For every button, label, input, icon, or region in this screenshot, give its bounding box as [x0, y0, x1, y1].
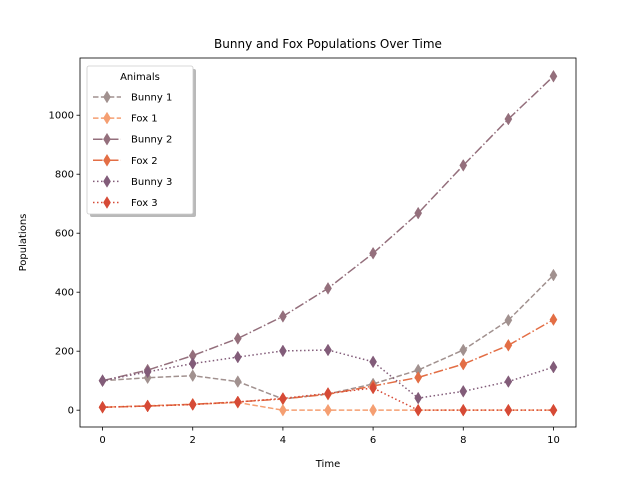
data-point [504, 375, 513, 388]
data-point [233, 395, 242, 409]
data-point [459, 384, 468, 398]
x-axis: 0 2 4 6 8 10 [99, 427, 560, 446]
legend-items: Bunny 1 Fox 1 Bunny 2 Fox 2 Bunny 3 Fox 3 [93, 90, 172, 209]
legend-item: Fox 3 [93, 196, 158, 209]
legend-item: Bunny 1 [93, 90, 172, 104]
y-tick-label: 0 [68, 406, 74, 417]
legend-marker [103, 111, 111, 125]
legend-item: Bunny 3 [93, 175, 172, 188]
series-line [102, 349, 554, 399]
data-point [279, 344, 287, 358]
legend: Animals Bunny 1 Fox 1 Bunny 2 Fox 2 Bunny 3 F… [86, 65, 196, 217]
data-point [279, 392, 287, 405]
x-tick-label: 10 [547, 435, 560, 446]
data-point [459, 403, 468, 417]
data-point [188, 357, 197, 370]
data-point [549, 268, 558, 282]
data-point [414, 403, 423, 417]
chart-title: Bunny and Fox Populations Over Time [214, 37, 442, 51]
data-point [324, 282, 332, 295]
x-tick-label: 8 [460, 435, 466, 446]
data-point [188, 398, 197, 411]
data-point [279, 403, 287, 417]
data-point [414, 371, 423, 384]
legend-label: Fox 1 [131, 114, 158, 125]
data-point [549, 69, 558, 83]
data-point [549, 360, 558, 374]
data-point [233, 375, 242, 388]
series-6 [98, 381, 558, 417]
legend-title: Animals [120, 72, 160, 83]
data-point [459, 159, 468, 172]
legend-item: Fox 2 [93, 153, 158, 167]
series-layer [98, 69, 558, 417]
data-point [459, 343, 468, 357]
y-tick-label: 200 [55, 347, 74, 358]
legend-box [86, 65, 194, 215]
data-point [324, 403, 332, 417]
data-point [143, 365, 152, 379]
x-tick-label: 6 [370, 435, 376, 446]
legend-marker [103, 132, 111, 146]
data-point [98, 400, 107, 414]
data-point [233, 350, 242, 364]
data-point [504, 403, 513, 417]
data-point [324, 343, 332, 357]
data-point [369, 355, 377, 369]
legend-marker [103, 153, 111, 167]
plot-frame [79, 57, 577, 428]
legend-label: Fox 2 [131, 156, 158, 167]
data-point [279, 310, 287, 323]
x-tick-label: 2 [190, 435, 196, 446]
x-axis-title: Time [315, 459, 340, 470]
legend-marker [103, 175, 111, 188]
legend-item: Fox 1 [93, 111, 158, 125]
legend-label: Bunny 3 [131, 177, 172, 188]
y-axis: 0 200 400 600 800 1000 [49, 111, 80, 417]
data-point [143, 399, 152, 413]
y-tick-label: 400 [55, 288, 74, 299]
data-point [324, 387, 332, 400]
data-point [459, 357, 468, 371]
data-point [504, 338, 513, 352]
y-axis-title: Populations [18, 214, 29, 272]
x-tick-label: 0 [99, 435, 105, 446]
data-point [188, 369, 197, 383]
y-tick-label: 600 [55, 229, 74, 240]
legend-item: Bunny 2 [93, 132, 172, 146]
data-point [549, 313, 558, 326]
data-point [369, 403, 377, 417]
data-point [369, 381, 377, 395]
data-point [369, 246, 377, 260]
legend-label: Fox 3 [131, 198, 158, 209]
legend-label: Bunny 2 [131, 135, 172, 146]
data-point [549, 403, 558, 417]
series-5 [98, 343, 558, 405]
y-tick-label: 800 [55, 170, 74, 181]
legend-marker [103, 90, 111, 104]
legend-marker [103, 196, 111, 209]
data-point [504, 112, 513, 126]
x-tick-label: 4 [280, 435, 286, 446]
data-point [504, 313, 513, 327]
legend-label: Bunny 1 [131, 93, 172, 104]
data-point [414, 206, 423, 220]
data-point [233, 332, 242, 345]
y-tick-label: 1000 [49, 111, 74, 122]
data-point [98, 374, 107, 388]
